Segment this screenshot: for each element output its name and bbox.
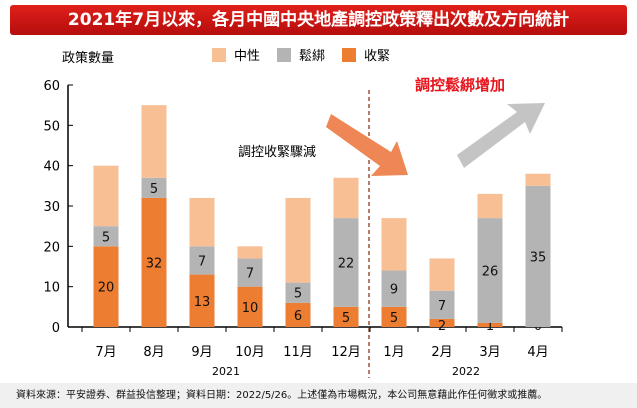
legend-label: 鬆綁 [299,49,325,64]
data-label: 5 [294,287,302,302]
bar-中性 [285,197,311,283]
data-label: 5 [150,182,158,197]
data-label: 6 [294,309,302,324]
data-label: 7 [198,254,206,269]
data-label: 22 [338,256,355,271]
data-label: 2 [438,319,446,334]
bar-鬆綁 [381,270,407,307]
bar-中性 [141,105,167,178]
data-label: 5 [390,311,398,326]
legend-label: 收緊 [364,49,390,64]
y-tick-label: 10 [43,281,60,296]
data-label: 7 [438,299,446,314]
y-tick-label: 40 [43,160,60,175]
bar-收緊 [93,246,119,327]
x-tick-label: 10月 [235,345,265,360]
x-tick-label: 2月 [431,345,452,360]
bar-鬆綁 [429,290,455,319]
bar-中性 [477,193,503,219]
bar-收緊 [381,306,407,327]
bar-中性 [93,165,119,227]
bar-鬆綁 [285,282,311,303]
data-label: 13 [194,295,211,310]
bar-收緊 [141,197,167,327]
year-label: 2022 [452,365,480,378]
data-label: 5 [102,230,110,245]
x-tick-label: 12月 [331,345,361,360]
bar-中性 [381,218,407,271]
bar-收緊 [285,302,311,327]
data-label: 20 [98,281,115,296]
bar-收緊 [333,306,359,327]
y-axis-label: 政策數量 [62,50,114,66]
bar-中性 [333,177,359,219]
bar-中性 [429,258,455,291]
y-tick-label: 30 [43,200,60,215]
y-tick-label: 50 [43,119,60,134]
bar-鬆綁 [141,177,167,198]
legend-swatch [277,48,291,62]
bar-中性 [237,246,263,259]
bar-中性 [189,197,215,247]
legend-label: 中性 [234,49,260,64]
x-tick-label: 11月 [283,345,313,360]
x-tick-label: 3月 [479,345,500,360]
chart-title: 2021年7月以來，各月中國中央地產調控政策釋出次數及方向統計 [10,5,627,35]
bar-鬆綁 [93,226,119,247]
data-label: 7 [246,267,254,282]
bar-鬆綁 [477,218,503,323]
bar-中性 [525,173,551,186]
x-tick-label: 9月 [191,345,212,360]
bar-收緊 [477,322,503,327]
bar-鬆綁 [237,258,263,287]
y-tick-label: 60 [43,79,60,94]
source-footer: 資料來源：平安證券、群益投信整理；資料日期：2022/5/26。上述僅為市場概況… [0,383,637,408]
x-tick-label: 1月 [383,345,404,360]
data-label: 26 [482,265,499,280]
data-label: 1 [486,319,494,334]
year-label: 2021 [212,365,240,378]
annotation-down: 調控收緊驟減 [238,144,316,160]
bar-收緊 [237,286,263,327]
y-tick-label: 20 [43,240,60,255]
bar-收緊 [429,318,455,327]
x-tick-label: 7月 [95,345,116,360]
data-label: 35 [530,250,547,265]
x-tick-label: 4月 [527,345,548,360]
y-tick-label: 0 [52,321,60,336]
x-tick-label: 8月 [143,345,164,360]
down-arrow-icon [326,114,408,176]
data-label: 10 [242,301,259,316]
legend-swatch [342,48,356,62]
data-label: 9 [390,283,398,298]
bar-收緊 [189,274,215,327]
bar-鬆綁 [189,246,215,275]
legend-swatch [212,48,226,62]
up-arrow-icon [457,103,545,168]
data-label: 32 [146,256,163,271]
bar-鬆綁 [333,218,359,307]
bar-鬆綁 [525,185,551,327]
data-label: 5 [342,311,350,326]
annotation-up: 調控鬆綁增加 [415,76,505,94]
